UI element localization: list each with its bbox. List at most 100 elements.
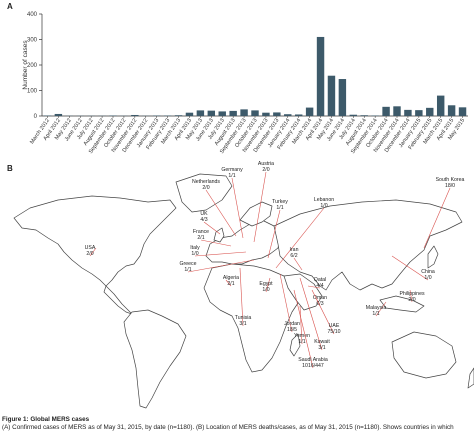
bar: [273, 112, 281, 116]
connector-line: [267, 209, 281, 259]
country-name-label: Greece: [179, 261, 196, 267]
country-name-label: Austria: [258, 161, 274, 167]
bar: [404, 109, 412, 116]
bar: [174, 115, 183, 116]
bar: [371, 115, 379, 116]
country-value-label: 18/0: [445, 183, 455, 189]
bar: [218, 111, 226, 116]
central-america-landmass: [103, 285, 133, 315]
country-value-label: 4/3: [200, 217, 207, 223]
bar: [294, 114, 303, 116]
y-tick-label: 200: [27, 63, 38, 69]
panel-a-letter: A: [7, 2, 13, 11]
country-name-label: Malaysia: [366, 305, 387, 311]
country-name-label: UAE: [329, 323, 340, 329]
europe-landmass: [205, 219, 281, 265]
bar: [54, 113, 63, 116]
connector-line: [225, 279, 232, 287]
y-axis-title: Number of cases: [22, 40, 29, 90]
panel-b-letter: B: [7, 164, 13, 173]
connector-line: [409, 289, 413, 303]
madagascar-landmass: [289, 333, 301, 357]
bar: [196, 110, 205, 116]
country-name-label: South Korea: [436, 177, 465, 183]
country-name-label: Lebanon: [314, 197, 334, 203]
country-value-label: 1016/447: [302, 363, 324, 369]
figure-caption: Figure 1: Global MERS cases (A) Confirme…: [2, 416, 472, 432]
connector-line: [299, 277, 323, 351]
country-value-label: 1/0: [262, 287, 269, 293]
asia-landmass: [273, 199, 463, 291]
y-tick-label: 100: [27, 89, 38, 95]
country-name-label: China: [421, 269, 435, 275]
country-name-label: UK: [200, 211, 208, 217]
bar: [360, 115, 368, 116]
country-name-label: Italy: [190, 245, 200, 251]
connector-line: [279, 273, 293, 333]
bar: [458, 107, 467, 116]
country-value-label: 2/0: [86, 251, 93, 257]
bar: [43, 115, 52, 116]
country-value-label: 2/1: [197, 235, 204, 241]
country-value-label: 6/3: [316, 301, 323, 307]
country-name-label: USA: [85, 245, 96, 251]
bar: [327, 75, 336, 116]
bar: [207, 110, 216, 116]
north-america-landmass: [13, 195, 177, 287]
bar: [152, 115, 161, 116]
country-value-label: 1/1: [184, 267, 191, 273]
bar: [338, 79, 347, 116]
country-value-label: 18/5: [287, 327, 297, 333]
country-labels: Austria2/0Germany1/1Netherlands2/0UK4/3F…: [85, 161, 465, 369]
connector-line: [423, 187, 451, 249]
bar: [251, 110, 259, 116]
country-name-label: Kuwait: [314, 339, 330, 345]
country-value-label: 1/1: [298, 339, 305, 345]
country-name-label: Algeria: [223, 275, 239, 281]
country-name-label: Qatal: [314, 277, 326, 283]
country-value-label: 1/0: [320, 203, 327, 209]
country-name-label: Oman: [313, 295, 327, 301]
caption-text: (A) Confirmed cases of MERS as of May 31…: [2, 424, 454, 431]
country-name-label: Saudi Arabia: [298, 357, 328, 363]
australia-landmass: [391, 331, 457, 379]
south-america-landmass: [123, 309, 187, 409]
connector-line: [293, 289, 314, 369]
connector-line: [187, 259, 255, 273]
country-value-label: 1/0: [424, 275, 431, 281]
bar: [305, 107, 314, 116]
y-tick-label: 0: [34, 114, 38, 120]
connector-line: [205, 189, 237, 237]
bar: [382, 106, 390, 116]
connector-line: [194, 251, 247, 257]
southeast-asia-islands: [379, 295, 425, 313]
connector-line: [200, 239, 232, 247]
country-value-label: 1/1: [276, 205, 283, 211]
africa-landmass: [203, 263, 301, 373]
connector-line: [293, 257, 303, 271]
country-name-label: Iran: [290, 247, 299, 253]
bar: [447, 105, 456, 116]
arabia-landmass: [283, 273, 323, 311]
y-tick-label: 300: [27, 38, 38, 44]
continents: [13, 173, 474, 409]
country-name-label: France: [193, 229, 209, 235]
bar: [131, 114, 139, 116]
country-name-label: Tunisia: [235, 315, 252, 321]
country-value-label: 6/2: [290, 253, 297, 259]
country-name-label: Netherlands: [192, 179, 220, 185]
caption-title: Figure 1: Global MERS cases: [2, 416, 90, 423]
connector-line: [299, 305, 303, 345]
country-name-label: Philippines: [399, 291, 424, 297]
greenland-landmass: [175, 173, 233, 213]
connector-line: [311, 289, 335, 335]
bar: [109, 115, 117, 116]
connector-line: [275, 207, 325, 269]
country-value-label: 2/0: [262, 167, 269, 173]
bar: [426, 107, 434, 116]
country-value-label: 1/0: [191, 251, 198, 257]
uk-landmass: [213, 227, 225, 243]
bar: [436, 95, 445, 116]
connector-line: [307, 285, 321, 289]
